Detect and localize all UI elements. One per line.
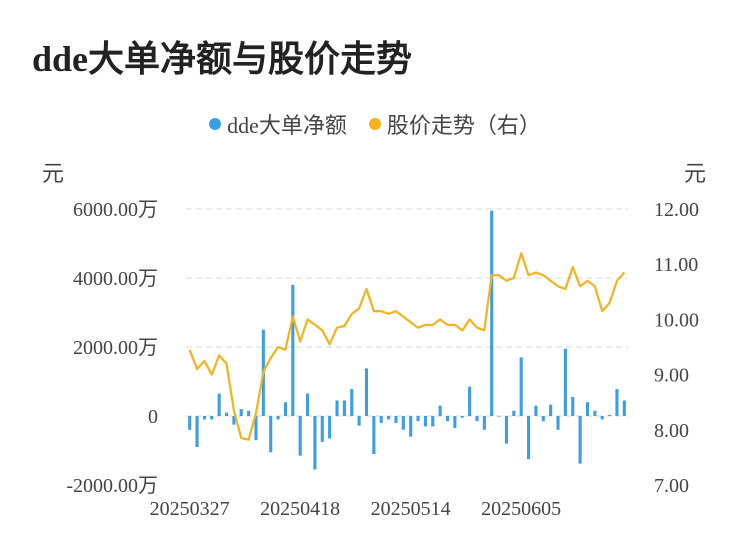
bar: [512, 410, 516, 416]
bar: [276, 416, 280, 420]
bar: [431, 416, 435, 427]
bar: [622, 400, 626, 416]
bar: [482, 416, 486, 430]
bar: [298, 416, 302, 456]
x-tick-label: 20250514: [371, 498, 451, 520]
bar: [306, 393, 310, 416]
bar: [254, 416, 258, 441]
y-right-tick-label: 10.00: [654, 309, 699, 331]
y-right-tick-label: 8.00: [654, 420, 689, 442]
bar: [401, 416, 405, 430]
bar: [519, 357, 523, 416]
bar: [608, 414, 612, 416]
bar: [387, 416, 391, 420]
bar: [320, 416, 324, 442]
bar: [328, 416, 332, 439]
bar: [585, 402, 590, 416]
bar: [549, 404, 553, 416]
bar: [247, 410, 251, 416]
legend-item-price[interactable]: 股价走势（右）: [368, 108, 541, 140]
bar: [342, 400, 346, 416]
bar: [357, 416, 361, 426]
bar: [445, 416, 450, 422]
legend-label-dde: dde大单净额: [227, 113, 347, 138]
bar: [394, 416, 398, 423]
bar: [269, 416, 273, 453]
x-tick-label: 20250418: [260, 498, 340, 520]
legend-dot-bar: [209, 118, 222, 130]
left-axis-unit: 元: [42, 161, 65, 186]
y-left-tick-label: 6000.00万: [73, 199, 158, 221]
bar: [534, 405, 538, 416]
bar: [239, 409, 243, 416]
y-right-tick-label: 7.00: [654, 475, 689, 497]
bar: [350, 389, 354, 416]
y-left-tick-label: 0: [148, 406, 158, 428]
bar: [468, 386, 472, 416]
y-right-tick-label: 12.00: [654, 199, 699, 221]
x-tick-label: 20250327: [150, 498, 230, 520]
y-left-tick-label: 2000.00万: [73, 337, 158, 359]
price-line: [188, 252, 626, 441]
bar: [460, 416, 464, 418]
bar: [416, 416, 420, 422]
bar: [527, 416, 531, 460]
chart-title: dde大单净额与股价走势: [32, 39, 413, 79]
bar: [600, 416, 604, 420]
bar: [202, 416, 206, 420]
bar: [571, 397, 575, 416]
y-left-tick-label: 4000.00万: [73, 268, 158, 290]
bar: [335, 400, 339, 416]
bar: [217, 393, 221, 416]
y-left-tick-label: -2000.00万: [66, 475, 158, 497]
y-right-tick-label: 9.00: [654, 365, 689, 387]
bar: [379, 416, 383, 423]
bar: [504, 416, 508, 444]
bar: [188, 416, 192, 430]
bar: [283, 402, 287, 416]
bar: [556, 416, 560, 430]
bar: [423, 416, 427, 427]
bar: [475, 416, 479, 422]
bar: [409, 416, 413, 437]
y-right-tick-label: 11.00: [654, 254, 698, 276]
bar: [232, 416, 236, 425]
bar: [224, 412, 229, 416]
bar: [372, 416, 376, 454]
chart-legend: dde大单净额 股价走势（右）: [0, 108, 750, 140]
bar: [578, 416, 582, 464]
bar: [490, 210, 494, 416]
bar: [313, 416, 317, 470]
bar: [195, 416, 199, 448]
bar: [438, 405, 442, 416]
legend-label-price: 股价走势（右）: [386, 113, 541, 138]
bar: [210, 416, 214, 420]
bar: [615, 389, 619, 416]
bar: [497, 416, 501, 417]
bar: [563, 348, 567, 416]
bar: [541, 416, 545, 422]
bar: [593, 410, 597, 416]
x-tick-label: 20250605: [481, 498, 561, 520]
bar: [453, 416, 457, 429]
bar: [364, 368, 369, 416]
legend-dot-line: [368, 118, 381, 130]
legend-item-dde[interactable]: dde大单净额: [209, 108, 347, 140]
right-axis-unit: 元: [684, 161, 707, 186]
bar: [291, 284, 295, 416]
